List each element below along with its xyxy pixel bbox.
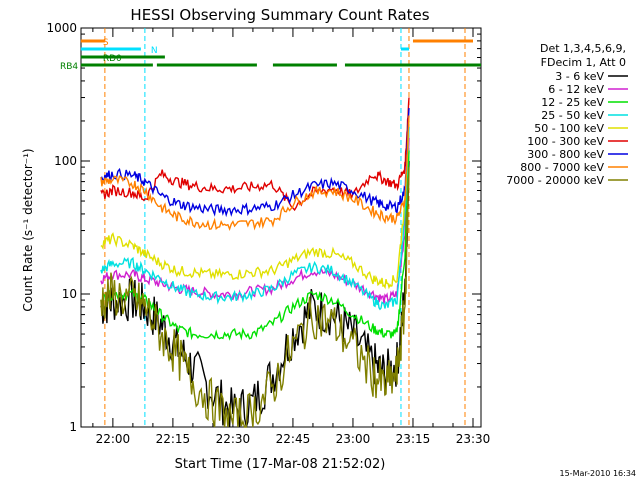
legend-entry-label: 100 - 300 keV [527, 135, 604, 148]
legend-entry-label: 3 - 6 keV [555, 70, 604, 83]
x-axis-label: Start Time (17-Mar-08 21:52:02) [175, 457, 386, 472]
legend-entry-label: 25 - 50 keV [541, 109, 604, 122]
series-line [100, 167, 410, 428]
render-timestamp: 15-Mar-2010 16:34 [560, 469, 637, 478]
plot-frame [80, 27, 482, 428]
series-line [100, 97, 410, 212]
x-tick-label: 23:15 [396, 432, 431, 446]
legend-entry-label: 12 - 25 keV [541, 96, 604, 109]
y-tick-label: 1000 [46, 21, 77, 35]
legend-header: Det 1,3,4,5,6,9, [540, 42, 626, 55]
x-tick-label: 22:00 [96, 432, 131, 446]
series-line [100, 120, 410, 290]
x-tick-label: 23:00 [336, 432, 371, 446]
series-line [100, 115, 410, 232]
legend-header: FDecim 1, Att 0 [541, 56, 626, 69]
x-tick-label: 22:30 [216, 432, 251, 446]
series-line [100, 160, 410, 428]
legend-entry-label: 800 - 7000 keV [520, 161, 604, 174]
flag-label: N [151, 46, 158, 56]
y-tick-label: 100 [54, 154, 77, 168]
legend-entry-label: 300 - 800 keV [527, 148, 604, 161]
series-line [100, 126, 410, 311]
x-tick-label: 22:15 [156, 432, 191, 446]
plot-area: 1 10 100 1000 22:00 22:15 22:30 22:45 23:00 23:15… [46, 21, 490, 446]
legend-entry-label: 50 - 100 keV [534, 122, 604, 135]
series-line [100, 137, 410, 305]
chart-title: HESSI Observing Summary Count Rates [130, 6, 429, 24]
legend-entry-label: 7000 - 20000 keV [506, 174, 604, 187]
y-tick-label: 1 [69, 420, 77, 434]
y-tick-label: 10 [62, 287, 77, 301]
x-tick-label: 22:45 [276, 432, 311, 446]
flag-label: RD0 [103, 54, 122, 64]
series-line [100, 108, 410, 218]
legend: Det 1,3,4,5,6,9,FDecim 1, Att 03 - 6 keV… [506, 42, 628, 187]
flag-label: S [103, 38, 109, 48]
y-axis-label: Count Rate (s⁻¹ detector⁻¹) [21, 148, 35, 311]
x-tick-label: 23:30 [456, 432, 491, 446]
flag-label: RB4 [60, 62, 78, 72]
legend-entry-label: 6 - 12 keV [548, 83, 604, 96]
